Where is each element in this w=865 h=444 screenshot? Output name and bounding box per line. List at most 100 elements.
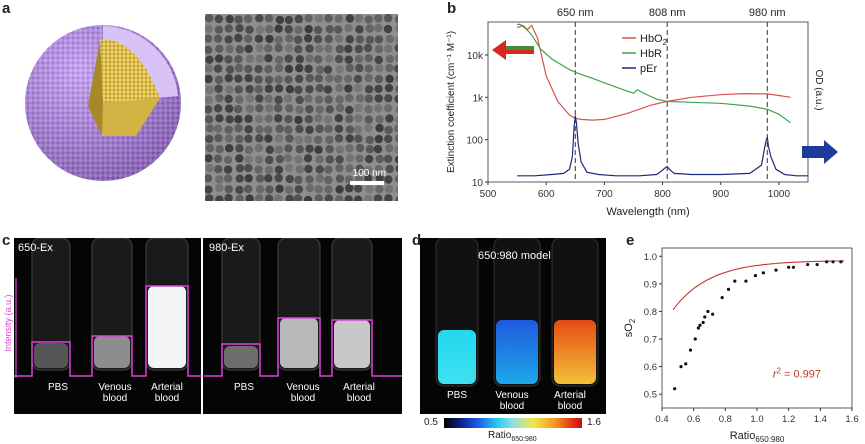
nanoparticle bbox=[364, 194, 373, 201]
nanoparticle bbox=[335, 155, 344, 164]
nanoparticle bbox=[334, 124, 344, 134]
nanoparticle bbox=[304, 24, 313, 34]
data-point bbox=[744, 279, 748, 283]
series-HbO2 bbox=[516, 24, 791, 121]
nanoparticle bbox=[294, 85, 303, 95]
nanoparticle bbox=[205, 194, 214, 201]
nanoparticle bbox=[224, 104, 234, 113]
data-point bbox=[831, 260, 835, 264]
nanoparticle bbox=[355, 94, 365, 103]
nanoparticle bbox=[375, 154, 384, 164]
nanoparticle bbox=[384, 194, 393, 201]
nanoparticle bbox=[244, 174, 253, 183]
y-tick-label: 100 bbox=[466, 136, 483, 147]
scale-bar bbox=[350, 181, 384, 185]
nanoparticle bbox=[274, 63, 284, 73]
nanoparticle bbox=[334, 54, 344, 64]
nanoparticle bbox=[393, 124, 398, 133]
nanoparticle bbox=[244, 184, 253, 194]
nanoparticle bbox=[274, 95, 283, 105]
panel-c-image: 650-Ex 980-Ex PBS Venous blood Arterial … bbox=[14, 238, 402, 414]
r2-annotation: r2 = 0.997 bbox=[773, 367, 821, 381]
nanoparticle bbox=[354, 114, 363, 123]
nanoparticle bbox=[324, 175, 333, 185]
nanoparticle bbox=[384, 134, 393, 144]
nanoparticle bbox=[284, 185, 294, 194]
tube-label-venous-980: Venous blood bbox=[268, 382, 338, 404]
nanoparticle bbox=[284, 125, 293, 134]
nanoparticle bbox=[375, 123, 384, 133]
nanoparticle bbox=[234, 15, 243, 24]
data-point bbox=[815, 262, 819, 267]
data-point bbox=[726, 287, 731, 291]
nanoparticle bbox=[313, 25, 323, 35]
nanoparticle bbox=[295, 105, 304, 114]
nanoparticle bbox=[315, 165, 324, 174]
tube-text: Venous blood bbox=[495, 390, 529, 412]
legend-label: HbO2 bbox=[640, 33, 668, 47]
nanoparticle bbox=[214, 14, 224, 24]
nanoparticle bbox=[365, 24, 374, 33]
nanoparticle bbox=[254, 194, 264, 201]
nanoparticle bbox=[364, 165, 373, 175]
nanoparticle bbox=[303, 154, 313, 163]
nanoparticle bbox=[324, 194, 334, 201]
nanoparticle bbox=[335, 83, 344, 93]
nanoparticle bbox=[264, 54, 273, 63]
nanoparticle bbox=[244, 145, 254, 155]
nanoparticle bbox=[244, 134, 253, 143]
nanoparticle bbox=[365, 135, 375, 145]
nanoparticle bbox=[394, 94, 398, 104]
nanoparticle bbox=[295, 74, 304, 84]
data-point bbox=[684, 362, 688, 366]
nanoparticle bbox=[234, 55, 243, 64]
x-tick-label: 1000 bbox=[768, 189, 791, 200]
data-point bbox=[806, 262, 810, 267]
nanoparticle bbox=[205, 55, 214, 64]
nanoparticle bbox=[335, 174, 345, 183]
nanoparticle bbox=[355, 35, 365, 44]
x-tick-label: 0.4 bbox=[655, 414, 668, 425]
nanoparticle bbox=[305, 44, 314, 53]
nanoparticle bbox=[303, 34, 313, 43]
nanoparticle bbox=[345, 105, 354, 115]
tube-venous-650-fill bbox=[94, 336, 130, 368]
nanoparticle bbox=[395, 74, 398, 83]
nanoparticle bbox=[313, 35, 323, 44]
nanoparticle bbox=[234, 115, 243, 124]
nanoparticle bbox=[345, 125, 355, 134]
nanoparticle bbox=[214, 54, 224, 63]
nanoparticle bbox=[234, 74, 243, 83]
nanoparticle bbox=[323, 65, 333, 74]
nanoparticle bbox=[335, 195, 344, 201]
nanoparticle bbox=[354, 54, 364, 64]
nanoparticle bbox=[304, 14, 313, 23]
tube-pbs-980-fill bbox=[224, 346, 258, 368]
arrow-right-icon bbox=[802, 140, 838, 164]
y-tick-label: 0.8 bbox=[644, 307, 657, 318]
tube-pbs-650-glass bbox=[31, 238, 71, 371]
nanoparticle bbox=[355, 143, 365, 153]
nanoparticle bbox=[313, 135, 323, 144]
nanoparticle bbox=[384, 94, 393, 103]
nanoparticle bbox=[355, 154, 364, 163]
nanoparticle bbox=[274, 194, 283, 201]
nanoparticle bbox=[274, 165, 284, 174]
nanoparticle bbox=[334, 114, 344, 123]
nanoparticle bbox=[205, 45, 213, 55]
nanoparticle bbox=[294, 14, 304, 24]
nanoparticle bbox=[394, 145, 398, 154]
nanoparticle bbox=[365, 145, 375, 154]
model-title: 650:980 model bbox=[478, 250, 551, 262]
nanoparticle bbox=[384, 184, 394, 194]
nanoparticle bbox=[255, 185, 265, 194]
nanoparticle bbox=[335, 103, 345, 113]
nanoparticle bbox=[274, 55, 284, 65]
nanoparticle bbox=[284, 54, 293, 63]
panel-d-letter: d bbox=[412, 232, 422, 249]
nanoparticle bbox=[245, 104, 255, 114]
nanoparticle bbox=[324, 124, 333, 134]
nanoparticle bbox=[344, 84, 353, 93]
x-tick-label: 0.8 bbox=[719, 414, 732, 425]
x-axis-label-sub: 650:980 bbox=[755, 435, 784, 444]
